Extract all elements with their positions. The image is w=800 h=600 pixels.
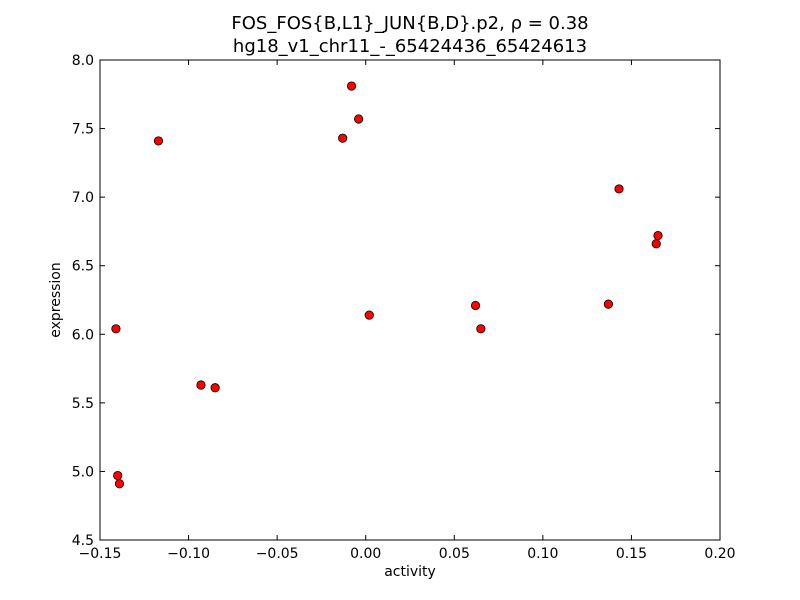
data-point [653, 230, 663, 241]
data-point [354, 114, 364, 124]
data-point [651, 239, 661, 249]
chart-subtitle: hg18_v1_chr11_-_65424436_65424613 [233, 36, 587, 57]
x-tick-label: 0.05 [439, 546, 470, 562]
data-points [111, 81, 663, 489]
y-tick-label: 5.5 [72, 396, 94, 412]
x-tick-label: 0.00 [350, 546, 381, 562]
data-point [153, 136, 164, 146]
data-point [470, 300, 481, 311]
x-tick-label: −0.15 [79, 546, 122, 562]
x-tick-label: −0.10 [167, 546, 210, 562]
x-tick-label: 0.15 [616, 546, 647, 562]
data-point [614, 184, 624, 194]
y-tick-label: 7.5 [72, 122, 94, 138]
y-tick-label: 5.0 [72, 464, 94, 480]
data-point [603, 299, 614, 309]
y-tick-label: 6.0 [72, 327, 94, 343]
data-point [114, 479, 125, 489]
y-tick-label: 4.5 [72, 533, 94, 549]
plot-area-frame [99, 59, 721, 541]
y-axis-ticks: 4.5 5.0 5.5 6.0 6.5 7.0 7.5 8.0 [72, 53, 720, 549]
data-point [346, 81, 357, 91]
x-tick-label: 0.20 [704, 546, 735, 562]
data-point [210, 383, 220, 393]
x-tick-label: −0.05 [256, 546, 299, 562]
data-point [338, 133, 348, 143]
x-tick-label: 0.10 [527, 546, 558, 562]
y-tick-label: 8.0 [72, 53, 94, 69]
data-point [476, 324, 486, 334]
y-axis-label: expression [48, 262, 64, 338]
data-point [111, 324, 121, 334]
data-point [196, 380, 206, 390]
data-point [364, 310, 374, 320]
chart-title: FOS_FOS{B,L1}_JUN{B,D}.p2, ρ = 0.38 [231, 13, 588, 34]
y-tick-label: 7.0 [72, 190, 94, 206]
data-point [113, 470, 123, 481]
x-axis-ticks: −0.15 −0.10 −0.05 0.00 0.05 0.10 0.15 0.20 [79, 60, 736, 562]
x-axis-label: activity [384, 564, 436, 580]
y-tick-label: 6.5 [72, 259, 94, 275]
